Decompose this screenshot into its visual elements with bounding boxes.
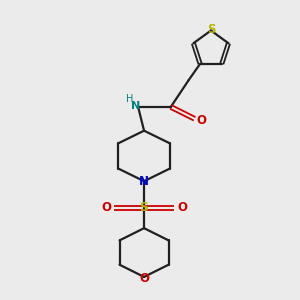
Text: O: O: [196, 114, 206, 127]
Text: S: S: [140, 202, 148, 214]
Text: S: S: [207, 23, 215, 36]
Text: O: O: [177, 202, 187, 214]
Text: H: H: [125, 94, 133, 104]
Text: O: O: [101, 202, 111, 214]
Text: N: N: [131, 101, 140, 111]
Text: N: N: [139, 175, 149, 188]
Text: O: O: [139, 272, 149, 285]
